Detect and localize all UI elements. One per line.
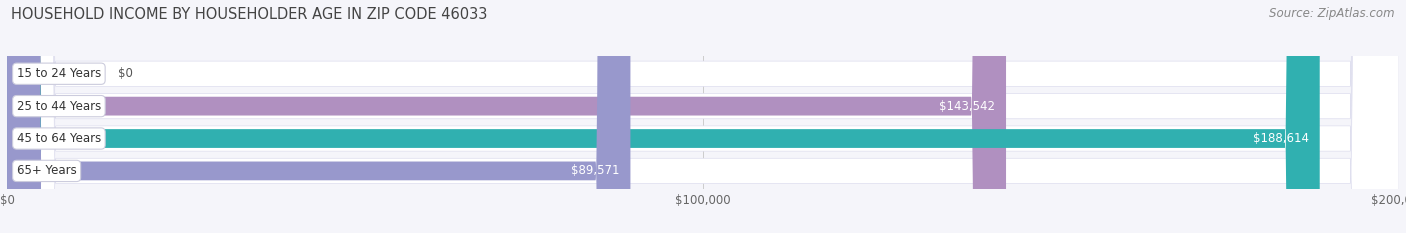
Text: Source: ZipAtlas.com: Source: ZipAtlas.com [1270,7,1395,20]
FancyBboxPatch shape [7,0,1399,233]
FancyBboxPatch shape [7,0,1320,233]
Text: 45 to 64 Years: 45 to 64 Years [17,132,101,145]
Text: 15 to 24 Years: 15 to 24 Years [17,67,101,80]
FancyBboxPatch shape [7,0,1007,233]
Text: HOUSEHOLD INCOME BY HOUSEHOLDER AGE IN ZIP CODE 46033: HOUSEHOLD INCOME BY HOUSEHOLDER AGE IN Z… [11,7,488,22]
FancyBboxPatch shape [7,0,1399,233]
Text: $0: $0 [118,67,134,80]
Text: 65+ Years: 65+ Years [17,164,76,177]
FancyBboxPatch shape [7,0,1399,233]
FancyBboxPatch shape [7,0,630,233]
Text: $143,542: $143,542 [939,100,995,113]
Text: $188,614: $188,614 [1253,132,1309,145]
Text: $89,571: $89,571 [571,164,619,177]
Text: 25 to 44 Years: 25 to 44 Years [17,100,101,113]
FancyBboxPatch shape [7,0,1399,233]
